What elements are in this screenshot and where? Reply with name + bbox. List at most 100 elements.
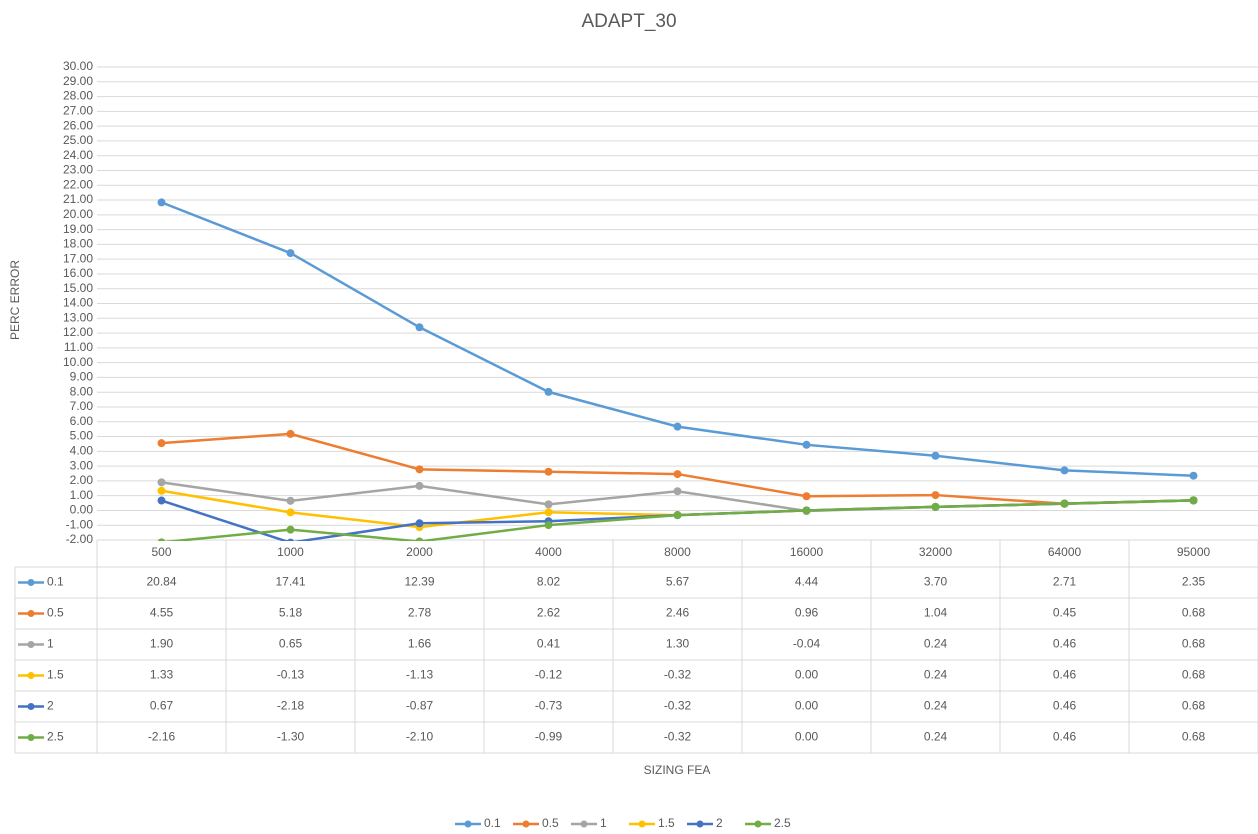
legend-label: 1: [600, 816, 607, 830]
table-cell: -0.13: [277, 668, 305, 682]
series-line: [161, 489, 1194, 529]
data-point: [157, 478, 166, 487]
table-cell: 0.68: [1182, 730, 1206, 744]
table-cell: -2.10: [406, 730, 434, 744]
table-cell: 0.46: [1053, 668, 1077, 682]
table-cell: 0.65: [279, 637, 303, 651]
y-tick-label: 20.00: [63, 207, 93, 221]
legend-key-marker: [580, 820, 588, 828]
data-point: [1189, 496, 1198, 505]
table-cell: 0.00: [795, 668, 819, 682]
data-point: [157, 496, 166, 505]
table-series-name: 1.5: [47, 668, 64, 682]
table-cell: -0.32: [664, 730, 692, 744]
data-point: [415, 465, 424, 474]
table-cell: 1.66: [408, 637, 432, 651]
legend-label: 0.1: [484, 816, 501, 830]
table-cell: 17.41: [275, 575, 305, 589]
table-cell: 4.55: [150, 606, 174, 620]
table-cell: 4.44: [795, 575, 819, 589]
data-point: [157, 486, 166, 495]
table-cell: 0.24: [924, 699, 948, 713]
table-cell: 0.00: [795, 699, 819, 713]
table-cell: 1.33: [150, 668, 174, 682]
y-tick-label: 14.00: [63, 296, 93, 310]
data-point: [802, 492, 811, 501]
table-cell: 0.67: [150, 699, 174, 713]
x-tick-label: 64000: [1048, 545, 1082, 559]
table-cell: 0.41: [537, 637, 561, 651]
data-point: [544, 521, 553, 530]
y-axis-title: PERC ERROR: [8, 260, 22, 340]
table-cell: -1.30: [277, 730, 305, 744]
data-point: [286, 538, 295, 541]
x-tick-label: 8000: [664, 545, 691, 559]
data-point: [286, 525, 295, 534]
y-tick-label: 8.00: [70, 384, 94, 398]
table-cell: 2.62: [537, 606, 561, 620]
data-point: [931, 502, 940, 511]
data-point: [415, 519, 424, 528]
data-point: [673, 422, 682, 431]
y-tick-label: 15.00: [63, 281, 93, 295]
table-cell: 0.46: [1053, 699, 1077, 713]
data-point: [286, 508, 295, 517]
table-cell: 0.46: [1053, 730, 1077, 744]
table-key-marker: [27, 672, 35, 679]
table-cell: 0.24: [924, 637, 948, 651]
data-point: [673, 470, 682, 479]
table-cell: -0.87: [406, 699, 434, 713]
data-point: [157, 439, 166, 448]
table-cell: -0.32: [664, 699, 692, 713]
data-point: [931, 451, 940, 460]
data-point: [931, 491, 940, 500]
x-tick-label: 32000: [919, 545, 953, 559]
table-cell: 0.68: [1182, 637, 1206, 651]
y-tick-label: 24.00: [63, 148, 93, 162]
data-point: [802, 440, 811, 449]
series-line: [161, 499, 1194, 541]
data-point: [673, 487, 682, 496]
y-tick-label: 3.00: [70, 458, 94, 472]
data-point: [544, 467, 553, 476]
legend-label: 1.5: [658, 816, 675, 830]
y-tick-label: 0.00: [70, 503, 94, 517]
chart-title: ADAPT_30: [581, 11, 676, 32]
legend-label: 2: [716, 816, 723, 830]
data-point: [1060, 466, 1069, 475]
table-cell: -0.99: [535, 730, 563, 744]
data-point: [544, 387, 553, 396]
data-point: [415, 537, 424, 541]
table-cell: 0.68: [1182, 606, 1206, 620]
y-tick-label: 2.00: [70, 473, 94, 487]
legend-key-marker: [522, 820, 530, 828]
y-tick-label: 12.00: [63, 325, 93, 339]
table-cell: 5.18: [279, 606, 303, 620]
legend-key-marker: [754, 820, 762, 828]
table-cell: -2.16: [148, 730, 176, 744]
y-tick-label: 18.00: [63, 237, 93, 251]
y-tick-label: 17.00: [63, 251, 93, 265]
series-line: [161, 201, 1194, 477]
table-cell: 20.84: [146, 575, 176, 589]
table-cell: 2.71: [1053, 575, 1077, 589]
table-cell: -2.18: [277, 699, 305, 713]
table-cell: -0.32: [664, 668, 692, 682]
table-cell: 0.45: [1053, 606, 1077, 620]
series-line: [162, 499, 1194, 541]
y-tick-label: 10.00: [63, 355, 93, 369]
data-point: [286, 429, 295, 438]
table-series-name: 2: [47, 699, 54, 713]
data-point: [157, 538, 166, 541]
table-cell: 0.96: [795, 606, 819, 620]
table-cell: 12.39: [404, 575, 434, 589]
table-cell: 2.78: [408, 606, 432, 620]
data-point: [286, 249, 295, 258]
y-tick-label: 13.00: [63, 310, 93, 324]
table-cell: -0.12: [535, 668, 563, 682]
y-tick-label: -2.00: [66, 532, 94, 546]
legend-key-marker: [638, 820, 646, 828]
table-cell: 3.70: [924, 575, 948, 589]
table-series-name: 2.5: [47, 730, 64, 744]
y-tick-label: 26.00: [63, 118, 93, 132]
